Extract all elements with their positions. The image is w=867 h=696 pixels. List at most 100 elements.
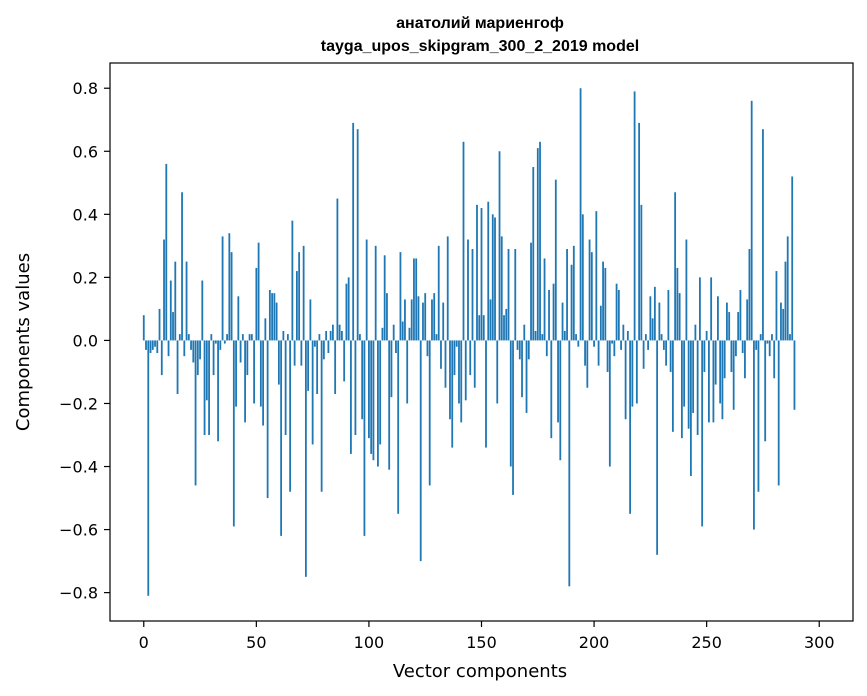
bar	[471, 249, 474, 341]
bar	[518, 340, 521, 360]
bar	[622, 324, 625, 341]
bar	[726, 302, 728, 341]
bar	[165, 163, 168, 341]
bar	[212, 340, 215, 376]
bar	[541, 334, 544, 341]
bar	[167, 340, 170, 357]
bar	[557, 340, 559, 423]
bar	[336, 198, 339, 341]
bar	[656, 340, 659, 555]
bar	[581, 214, 584, 341]
x-axis-label: Vector components	[393, 661, 567, 682]
bar	[687, 340, 690, 429]
bar	[588, 239, 591, 341]
bar	[631, 340, 634, 407]
bar	[313, 340, 316, 347]
bar	[653, 286, 656, 341]
bar	[377, 340, 379, 467]
bar	[669, 340, 672, 372]
bar	[419, 340, 422, 562]
y-tick-label: −0.2	[59, 394, 98, 413]
y-tick-label: −0.4	[59, 458, 98, 477]
bar	[437, 245, 440, 341]
bar	[676, 267, 679, 341]
bar	[590, 252, 593, 341]
bar	[683, 340, 686, 407]
bar	[286, 334, 289, 341]
bar	[595, 211, 598, 341]
bar	[604, 267, 607, 341]
bar	[318, 334, 321, 341]
y-tick-label: 0.4	[73, 205, 98, 224]
bar	[449, 340, 451, 420]
bar	[793, 340, 796, 410]
bar	[316, 340, 319, 395]
bar	[415, 258, 418, 341]
bar	[151, 340, 154, 350]
bar	[500, 236, 503, 341]
bar	[791, 176, 794, 341]
bar	[735, 340, 737, 357]
bar	[345, 283, 348, 341]
bar	[422, 302, 424, 341]
bar	[462, 141, 465, 341]
bar	[717, 296, 719, 341]
x-tick-label: 200	[579, 633, 610, 652]
bar	[696, 340, 699, 435]
bar	[491, 214, 494, 341]
bar	[539, 141, 541, 341]
bar	[516, 340, 519, 350]
bar	[334, 340, 337, 395]
bar	[651, 318, 654, 341]
bar	[489, 299, 492, 341]
x-tick-label: 50	[246, 633, 266, 652]
bar	[169, 280, 172, 341]
bar	[228, 233, 231, 341]
bar	[737, 312, 740, 341]
bar	[424, 293, 427, 341]
bar	[408, 327, 411, 341]
bar	[273, 293, 276, 341]
bar	[584, 340, 586, 366]
bar	[548, 289, 550, 341]
bar	[295, 271, 298, 341]
bar	[611, 340, 613, 344]
bar	[771, 334, 773, 341]
bar	[395, 340, 397, 354]
bar	[413, 258, 415, 341]
bar	[397, 340, 400, 514]
bar	[649, 296, 652, 341]
bar	[527, 340, 530, 360]
bar	[523, 324, 526, 341]
bar	[615, 283, 618, 341]
bar	[750, 100, 753, 341]
y-tick-label: 0.0	[73, 331, 98, 350]
bar	[361, 340, 364, 420]
bar	[147, 340, 150, 596]
bar	[586, 340, 589, 388]
bar	[593, 340, 595, 347]
bar	[253, 340, 255, 404]
bar	[613, 340, 616, 357]
bar	[271, 293, 274, 341]
bar	[550, 340, 553, 439]
bar	[176, 340, 179, 395]
bar	[606, 340, 609, 372]
bar	[194, 340, 197, 486]
bar	[559, 340, 562, 461]
bar	[626, 330, 629, 341]
bar	[608, 340, 611, 467]
bar	[728, 312, 731, 341]
bar	[343, 340, 346, 382]
x-tick-label: 150	[466, 633, 497, 652]
bar	[494, 217, 496, 341]
bar	[629, 340, 631, 514]
bar	[554, 179, 557, 341]
bar	[680, 340, 683, 439]
bar	[158, 308, 161, 341]
bar	[665, 340, 668, 366]
bar	[201, 280, 204, 341]
bar	[719, 340, 722, 404]
bar	[370, 340, 373, 454]
